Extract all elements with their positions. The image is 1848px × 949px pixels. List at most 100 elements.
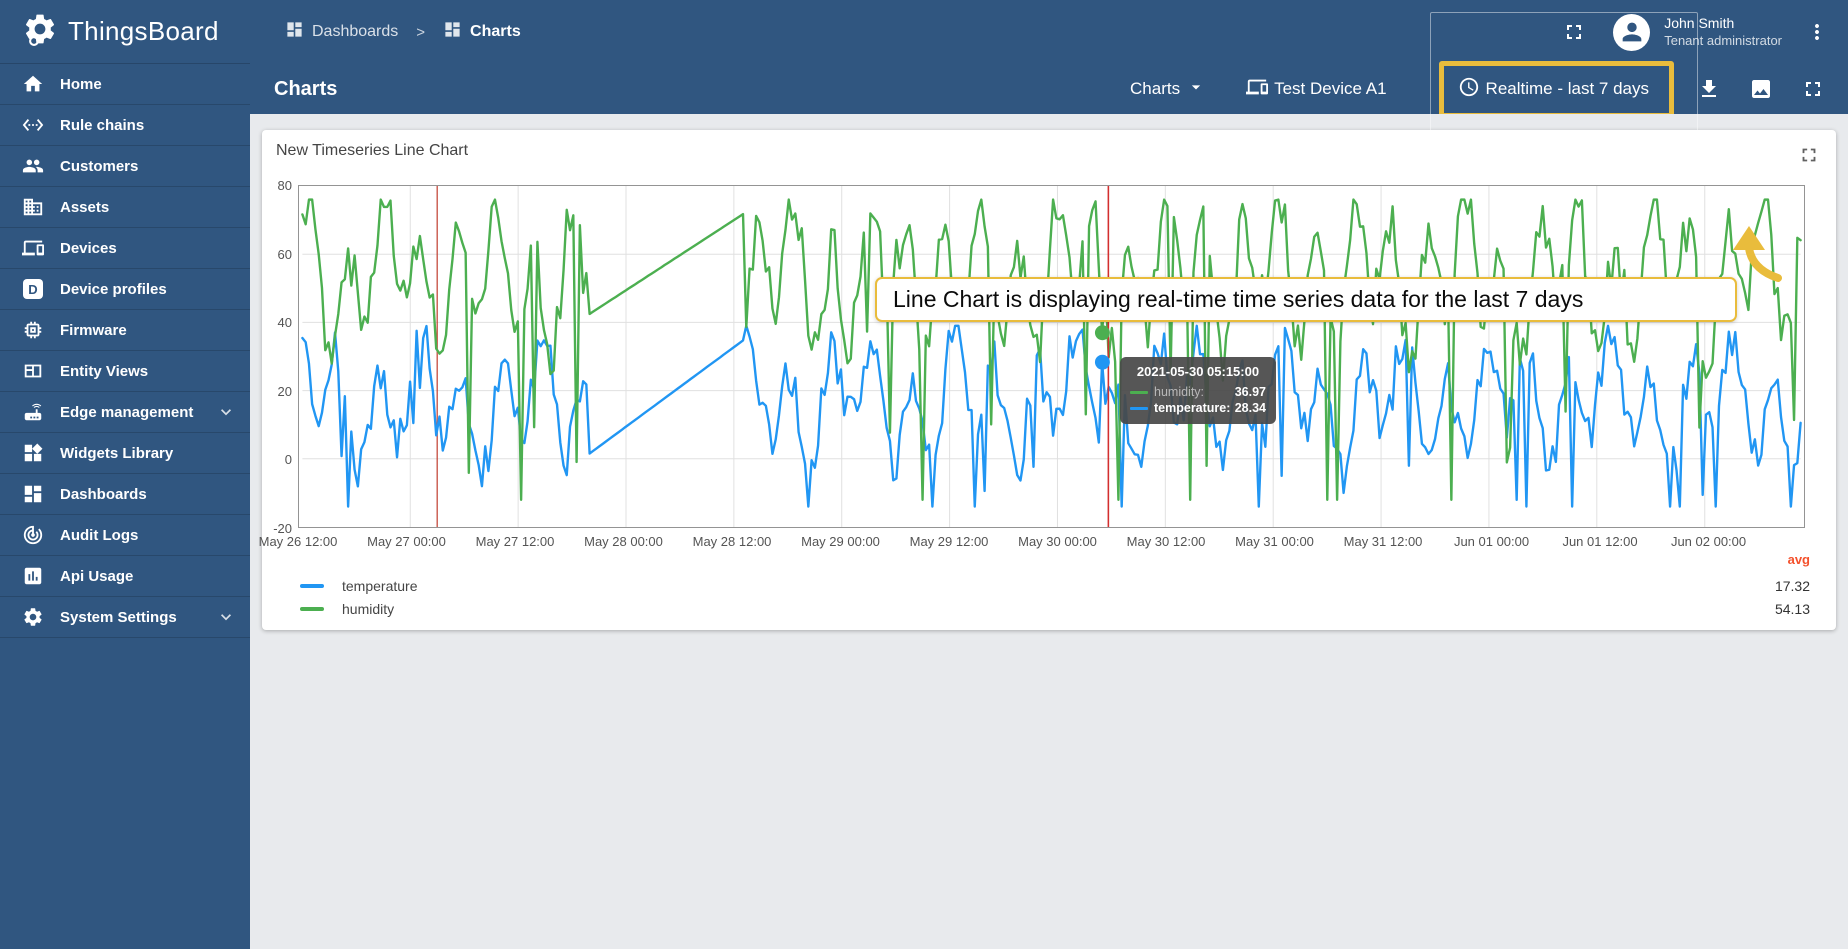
sidebar-item-label: Home: [60, 76, 236, 93]
caret-down-icon: [1186, 77, 1206, 102]
sidebar-item-audit-logs[interactable]: Audit Logs: [0, 515, 250, 556]
x-axis-tick-label: May 29 00:00: [793, 534, 889, 549]
user-info: John Smith Tenant administrator: [1664, 15, 1782, 49]
sidebar-item-api-usage[interactable]: Api Usage: [0, 556, 250, 597]
timewindow-highlight-box: Realtime - last 7 days: [1439, 61, 1674, 118]
header-actions: John Smith Tenant administrator: [1535, 14, 1848, 51]
sidebar-item-label: Assets: [60, 199, 236, 216]
sidebar-item-label: System Settings: [60, 609, 216, 626]
x-axis-tick-label: Jun 01 00:00: [1444, 534, 1540, 549]
sidebar-item-assets[interactable]: Assets: [0, 187, 250, 228]
firmware-icon: [22, 319, 44, 341]
user-role: Tenant administrator: [1664, 33, 1782, 49]
tooltip-row: humidity:36.97: [1130, 384, 1266, 400]
export-download-icon[interactable]: [1696, 76, 1722, 102]
hover-point-humidity: [1095, 325, 1110, 340]
sidebar-item-device-profiles[interactable]: D Device profiles: [0, 269, 250, 310]
avatar[interactable]: [1613, 14, 1650, 51]
y-axis-tick-label: 80: [262, 178, 292, 193]
sidebar-item-customers[interactable]: Customers: [0, 146, 250, 187]
chart-legend: avg temperature 17.32 humidity54.13: [300, 552, 1810, 620]
dashboard-icon: [285, 20, 304, 44]
fullscreen-icon[interactable]: [1800, 76, 1826, 102]
toolbar-actions: Charts Test Device A1 Realtime - last 7 …: [1124, 61, 1848, 118]
timeseries-chart[interactable]: [298, 185, 1805, 528]
sidebar-item-label: Edge management: [60, 404, 216, 421]
legend-avg-value: 17.32: [1775, 578, 1810, 594]
tooltip-series-value: 28.34: [1235, 401, 1266, 415]
states-select-button[interactable]: Charts: [1124, 77, 1206, 102]
device-profile-icon: D: [22, 278, 44, 300]
sidebar-item-label: Customers: [60, 158, 236, 175]
tooltip-rows: humidity:36.97temperature: 28.34: [1130, 384, 1266, 416]
rule-chains-icon: [22, 114, 44, 136]
page-title: Charts: [274, 78, 337, 101]
x-axis-tick-label: May 27 12:00: [467, 534, 563, 549]
device-filter-button[interactable]: Test Device A1: [1246, 76, 1392, 103]
more-vert-icon[interactable]: [1804, 19, 1830, 45]
api-usage-icon: [22, 565, 44, 587]
entity-views-icon: [22, 360, 44, 382]
chart-tooltip: 2021-05-30 05:15:00 humidity:36.97temper…: [1120, 357, 1276, 424]
series-swatch: [300, 607, 324, 611]
sidebar-item-entity-views[interactable]: Entity Views: [0, 351, 250, 392]
timeseries-widget-card: New Timeseries Line Chart 2021-05-30 05:…: [262, 130, 1836, 630]
sidebar-item-home[interactable]: Home: [0, 64, 250, 105]
tooltip-series-label: temperature:: [1154, 401, 1230, 415]
legend-series-name: temperature: [342, 578, 417, 594]
image-icon[interactable]: [1748, 76, 1774, 102]
clock-icon: [1458, 76, 1480, 103]
y-axis-tick-label: 60: [262, 247, 292, 262]
chevron-down-icon: [216, 607, 236, 627]
sidebar-item-system-settings[interactable]: System Settings: [0, 597, 250, 638]
tooltip-row: temperature: 28.34: [1130, 400, 1266, 416]
app-logo[interactable]: ThingsBoard: [0, 0, 250, 64]
tooltip-timestamp: 2021-05-30 05:15:00: [1130, 364, 1266, 379]
sidebar-item-edge-management[interactable]: Edge management: [0, 392, 250, 433]
devices-icon: [22, 237, 44, 259]
dashboard-icon: [443, 20, 462, 44]
breadcrumb: Dashboards > Charts: [285, 20, 521, 44]
sidebar-item-widgets-library[interactable]: Widgets Library: [0, 433, 250, 474]
legend-row-humidity[interactable]: humidity54.13: [300, 597, 1810, 620]
breadcrumb-charts[interactable]: Charts: [443, 20, 521, 44]
tutorial-annotation: Line Chart is displaying real-time time …: [875, 277, 1737, 322]
chevron-down-icon: [216, 402, 236, 422]
sidebar-item-label: Widgets Library: [60, 445, 236, 462]
customers-icon: [22, 155, 44, 177]
x-axis-tick-label: May 26 12:00: [250, 534, 346, 549]
app-name: ThingsBoard: [68, 16, 219, 47]
edge-icon: [22, 401, 44, 423]
sidebar-item-devices[interactable]: Devices: [0, 228, 250, 269]
widget-fullscreen-icon[interactable]: [1798, 144, 1820, 166]
dashboard-icon: [22, 483, 44, 505]
timewindow-button[interactable]: Realtime - last 7 days: [1458, 76, 1655, 103]
y-axis-tick-label: 0: [262, 452, 292, 467]
devices-icon: [1246, 76, 1268, 103]
x-axis-tick-label: May 30 00:00: [1010, 534, 1106, 549]
x-axis-tick-label: Jun 02 00:00: [1661, 534, 1757, 549]
y-axis-tick-label: 20: [262, 384, 292, 399]
user-name: John Smith: [1664, 15, 1782, 33]
x-axis-tick-label: Jun 01 12:00: [1552, 534, 1648, 549]
hover-point-temperature: [1095, 355, 1110, 370]
sidebar-item-rule-chains[interactable]: Rule chains: [0, 105, 250, 146]
chart-plot-area[interactable]: [298, 185, 1805, 528]
legend-series-name: humidity: [342, 601, 394, 617]
x-axis-tick-label: May 31 00:00: [1227, 534, 1323, 549]
fullscreen-icon[interactable]: [1561, 19, 1587, 45]
sidebar-item-dashboards[interactable]: Dashboards: [0, 474, 250, 515]
sidebar: ThingsBoard Home Rule chains Customers Asse…: [0, 0, 250, 949]
sidebar-item-label: Firmware: [60, 322, 236, 339]
home-icon: [22, 73, 44, 95]
legend-avg-header: avg: [300, 552, 1810, 574]
series-swatch: [300, 584, 324, 588]
audit-icon: [22, 524, 44, 546]
breadcrumb-dashboards[interactable]: Dashboards: [285, 20, 398, 44]
sidebar-item-firmware[interactable]: Firmware: [0, 310, 250, 351]
sidebar-item-label: Device profiles: [60, 281, 236, 298]
sidebar-item-label: Rule chains: [60, 117, 236, 134]
y-axis-tick-label: 40: [262, 315, 292, 330]
x-axis-tick-label: May 27 00:00: [359, 534, 455, 549]
legend-row-temperature[interactable]: temperature 17.32: [300, 574, 1810, 597]
